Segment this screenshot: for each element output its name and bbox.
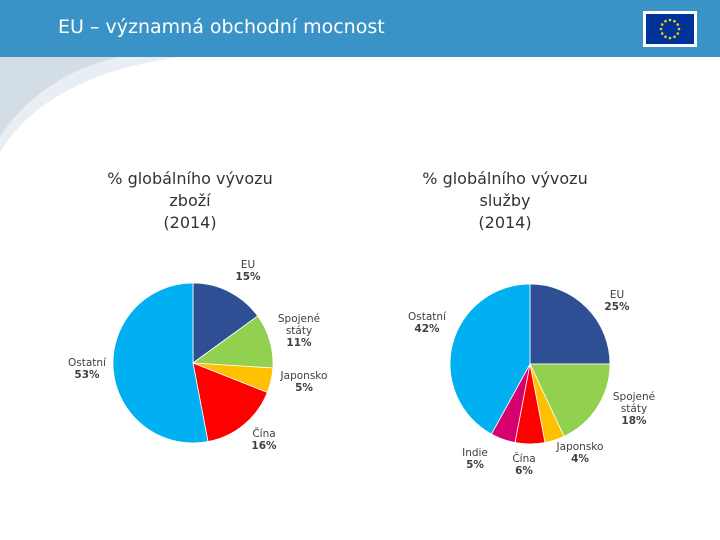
pie-slice-usa	[529, 363, 611, 437]
slice-label: Čína	[512, 452, 535, 465]
flag-star	[677, 27, 681, 31]
pie-slice-other	[449, 283, 531, 435]
chart-title-services: % globálního vývozu služby (2014)	[395, 168, 615, 234]
pie-slice-other	[112, 282, 209, 444]
slice-label: Čína	[252, 427, 275, 440]
slice-value-label: 5%	[466, 459, 484, 471]
flag-star	[668, 18, 672, 22]
flag-star	[664, 35, 667, 39]
slice-value-label: 16%	[251, 440, 277, 452]
slice-label: Spojené	[613, 391, 655, 403]
pie-slice-eu	[529, 283, 611, 365]
slice-value-label: 25%	[604, 301, 630, 313]
pie-slice-eu	[192, 282, 259, 364]
slice-value-label: 6%	[515, 465, 533, 477]
page-title: EU – významná obchodní mocnost	[58, 16, 385, 38]
chart-title-goods: % globálního vývozu zboží (2014)	[80, 168, 300, 234]
flag-star	[664, 19, 667, 23]
slice-label: Indie	[462, 447, 488, 459]
flag-star	[673, 35, 676, 39]
flag-star	[660, 23, 664, 26]
chart-title-line: % globálního vývozu	[422, 169, 588, 188]
flag-star	[660, 32, 664, 35]
slice-label: státy	[621, 403, 647, 415]
pie-slice-china	[192, 362, 268, 443]
slice-value-label: 5%	[295, 382, 313, 394]
flag-star	[676, 23, 680, 26]
eu-flag-icon	[643, 11, 697, 47]
decorative-swoosh	[0, 57, 180, 152]
flag-star	[668, 36, 672, 40]
chart-title-line: % globálního vývozu	[107, 169, 273, 188]
slice-label: Ostatní	[408, 311, 447, 323]
slice-label: EU	[241, 259, 255, 271]
slice-label: EU	[610, 289, 624, 301]
slice-label: Ostatní	[68, 357, 107, 369]
slice-label: Japonsko	[556, 441, 604, 453]
flag-star	[659, 27, 663, 31]
slice-value-label: 42%	[414, 323, 440, 335]
chart-title-line: (2014)	[478, 213, 532, 232]
flag-star	[673, 19, 676, 23]
slice-label: Japonsko	[280, 370, 328, 382]
header-bar: EU – významná obchodní mocnost	[0, 0, 720, 57]
slice-label: Spojené	[278, 313, 320, 325]
chart-title-line: služby	[479, 191, 531, 210]
slice-value-label: 4%	[571, 453, 589, 465]
slice-value-label: 11%	[286, 337, 312, 349]
flag-star	[676, 32, 680, 35]
slice-value-label: 15%	[235, 271, 261, 283]
slice-value-label: 18%	[621, 415, 647, 427]
slice-label: státy	[286, 325, 312, 337]
chart-title-line: (2014)	[163, 213, 217, 232]
slice-value-label: 53%	[74, 369, 100, 381]
chart-title-line: zboží	[169, 191, 211, 210]
